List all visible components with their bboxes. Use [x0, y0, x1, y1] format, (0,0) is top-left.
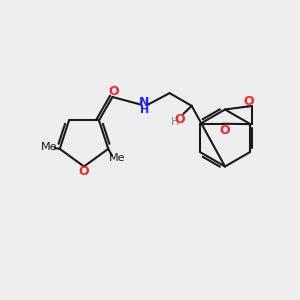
Text: H: H — [140, 105, 149, 115]
Text: N: N — [139, 96, 150, 110]
Text: O: O — [174, 113, 185, 126]
Text: O: O — [244, 94, 254, 108]
Text: Me: Me — [41, 142, 58, 152]
Text: O: O — [219, 124, 230, 137]
Text: O: O — [109, 85, 119, 98]
Text: Me: Me — [109, 154, 125, 164]
Text: O: O — [79, 165, 89, 178]
Text: H: H — [171, 117, 179, 127]
